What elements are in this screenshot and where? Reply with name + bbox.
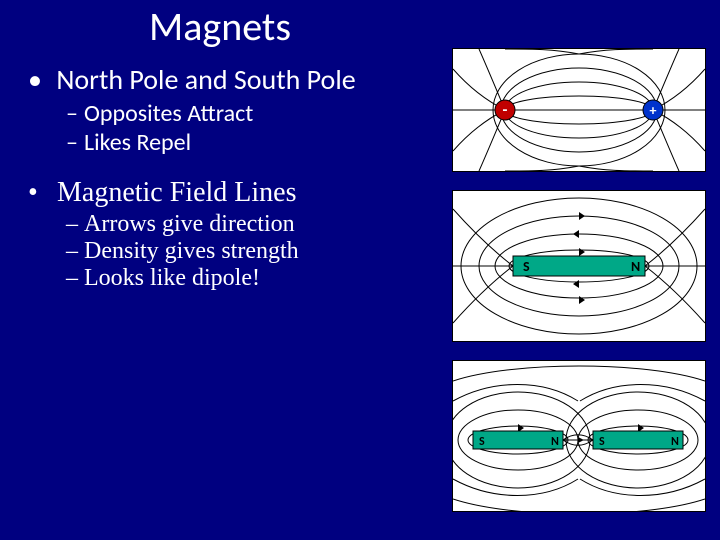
bar-n-label: N xyxy=(631,258,640,275)
bullet-list: North Pole and South Pole Opposites Attr… xyxy=(28,62,438,292)
bullet-2-sub-1: Arrows give direction xyxy=(66,211,438,238)
bullet-1-text: North Pole and South Pole xyxy=(56,62,355,97)
bullet-2-sublist: Arrows give direction Density gives stre… xyxy=(28,211,438,292)
slide-title: Magnets xyxy=(0,2,440,51)
right-n-label: N xyxy=(671,435,679,449)
barmagnet-svg: S N xyxy=(453,191,705,341)
bullet-2: Magnetic Field Lines Arrows give directi… xyxy=(28,177,438,292)
twomagnets-svg: S N S N xyxy=(453,361,705,511)
figure-two-magnets: S N S N xyxy=(452,360,706,512)
right-s-label: S xyxy=(599,435,605,449)
figure-dipole-charges: - + xyxy=(452,48,706,172)
right-bar-rect xyxy=(593,431,683,449)
neg-charge-label: - xyxy=(503,101,508,120)
slide: Magnets North Pole and South Pole Opposi… xyxy=(0,0,720,540)
bullet-2-sub-3: Looks like dipole! xyxy=(66,265,438,292)
bullet-1-sub-2: Likes Repel xyxy=(66,128,438,157)
dipole-svg: - + xyxy=(453,49,705,171)
left-s-label: S xyxy=(479,435,485,449)
slide-body: North Pole and South Pole Opposites Attr… xyxy=(28,62,438,312)
left-n-label: N xyxy=(551,435,559,449)
left-bar-rect xyxy=(473,431,563,449)
bullet-1-sublist: Opposites Attract Likes Repel xyxy=(28,99,438,157)
bullet-1-sub-1: Opposites Attract xyxy=(66,99,438,128)
figure-bar-magnet: S N xyxy=(452,190,706,342)
bullet-2-sub-2: Density gives strength xyxy=(66,238,438,265)
bar-s-label: S xyxy=(523,258,530,275)
bar-magnet-rect xyxy=(513,256,645,276)
bullet-1: North Pole and South Pole Opposites Attr… xyxy=(28,62,438,157)
pos-charge-label: + xyxy=(650,102,657,119)
bullet-2-text: Magnetic Field Lines xyxy=(57,177,297,208)
